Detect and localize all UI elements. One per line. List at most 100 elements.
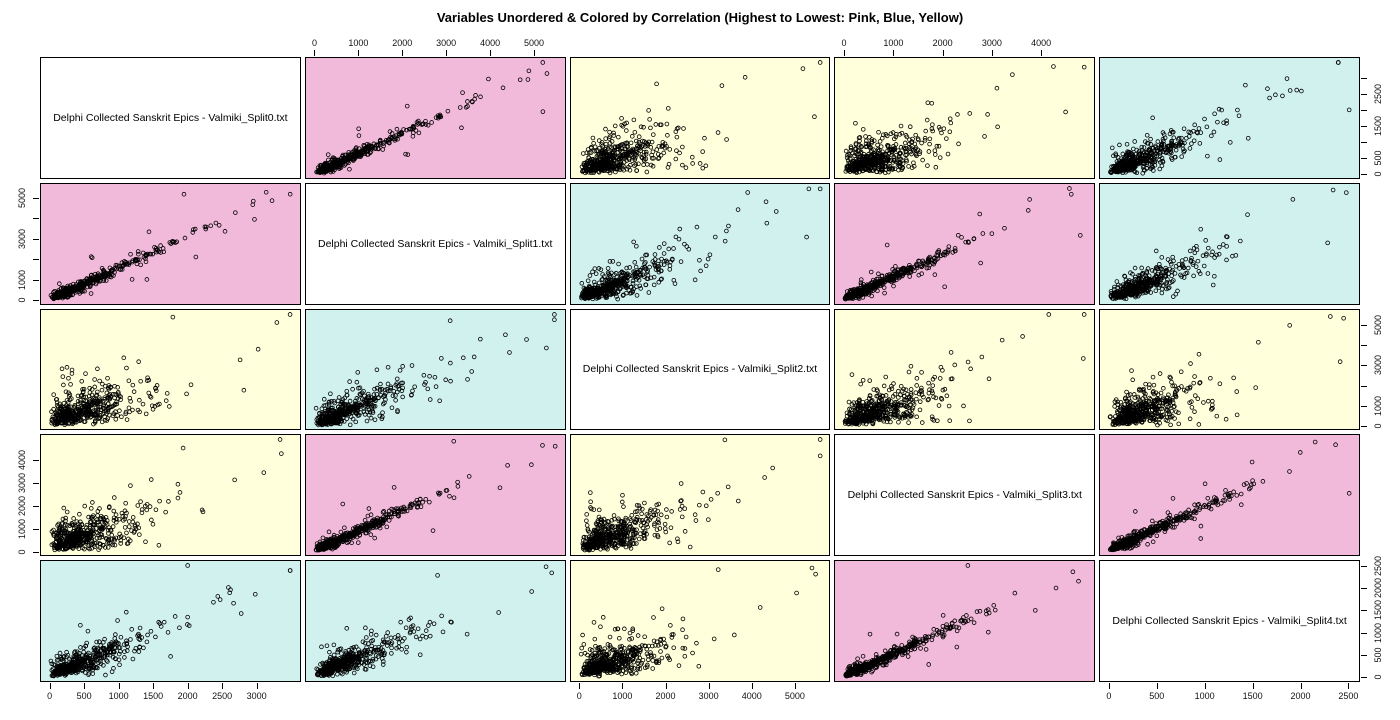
scatter-cell-r5c3-yellow [569, 560, 831, 682]
axis-tick [1361, 142, 1367, 144]
axis-tick [1156, 683, 1158, 689]
scatter-points [314, 60, 550, 176]
axis-tick-label: 0 [1373, 423, 1383, 429]
axis-tick [533, 50, 535, 56]
scatter-cell-r4c5-pink [1099, 434, 1360, 557]
axis-tick [1361, 677, 1367, 679]
axis-tick [751, 683, 753, 689]
axis-tick [1361, 655, 1367, 657]
axis-tick [1361, 158, 1367, 160]
axis-tick [33, 459, 39, 461]
axis-tick [942, 50, 944, 56]
scatter-points [1108, 187, 1349, 301]
axis-tick-label: 0 [576, 691, 582, 701]
axis-tick-label: 2000 [655, 691, 676, 701]
axis-tick-label: 2000 [932, 38, 953, 48]
scatter-cell-r2c3-blue [569, 182, 831, 305]
axis-tick-label: 1000 [108, 691, 129, 701]
axis-tick-label: 1500 [143, 691, 164, 701]
axis-tick [844, 50, 846, 56]
axis-tick [1361, 565, 1367, 567]
axis-tick [991, 50, 993, 56]
diagonal-cell-split2: Delphi Collected Sanskrit Epics - Valmik… [569, 308, 831, 431]
scatter-points [843, 64, 1087, 176]
axis-tick-label: 5000 [17, 187, 27, 208]
diagonal-label-split2: Delphi Collected Sanskrit Epics - Valmik… [582, 363, 818, 376]
scatter-cell-r2c1-pink [40, 182, 301, 305]
scatter-points [49, 311, 293, 427]
axis-tick-label: 2000 [392, 38, 413, 48]
axis-tick-label: 3000 [17, 228, 27, 249]
axis-tick-label: 2500 [1373, 83, 1383, 104]
axis-tick [1348, 683, 1350, 689]
axis-tick [1361, 385, 1367, 387]
axis-tick [446, 50, 448, 56]
diagonal-label-split3: Delphi Collected Sanskrit Epics - Valmik… [847, 489, 1082, 502]
scatter-cell-r1c3-yellow [569, 57, 831, 179]
axis-tick-label: 2000 [17, 495, 27, 516]
scatter-cell-r4c2-pink [304, 434, 566, 557]
scatter-cell-r3c1-yellow [40, 308, 301, 431]
axis-tick-label: 3000 [1373, 355, 1383, 376]
axis-tick-label: 0 [47, 691, 53, 701]
axis-tick-label: 2000 [177, 691, 198, 701]
axis-tick [358, 50, 360, 56]
scatter-points [843, 311, 1087, 427]
axis-tick [33, 218, 39, 220]
axis-tick [579, 683, 581, 689]
axis-tick-label: 1000 [17, 269, 27, 290]
axis-tick [1361, 174, 1367, 176]
axis-tick [33, 279, 39, 281]
scatter-points [580, 437, 823, 553]
axis-tick-label: 4000 [741, 691, 762, 701]
axis-tick-label: 0 [17, 549, 27, 555]
axis-tick [33, 528, 39, 530]
axis-tick [1252, 683, 1254, 689]
axis-tick [33, 551, 39, 553]
scatter-cell-r5c1-blue [40, 560, 301, 682]
axis-tick [153, 683, 155, 689]
axis-tick-label: 4000 [1031, 38, 1052, 48]
axis-tick [84, 683, 86, 689]
axis-tick-label: 1000 [1373, 622, 1383, 643]
axis-tick-label: 1500 [1373, 115, 1383, 136]
axis-tick-label: 1500 [1373, 600, 1383, 621]
diagonal-cell-split1: Delphi Collected Sanskrit Epics - Valmik… [304, 182, 566, 305]
scatter-points [314, 564, 554, 679]
scatter-cell-r4c1-yellow [40, 434, 301, 557]
scatter-points [313, 311, 557, 427]
axis-tick-label: 0 [1106, 691, 1112, 701]
axis-tick-label: 500 [76, 691, 92, 701]
axis-tick [1361, 425, 1367, 427]
axis-tick-label: 0 [1373, 171, 1383, 177]
scatter-points [48, 563, 293, 679]
axis-tick [33, 300, 39, 302]
scatter-cell-r5c2-blue [304, 560, 566, 682]
axis-tick-label: 2500 [1373, 555, 1383, 576]
diagonal-cell-split0: Delphi Collected Sanskrit Epics - Valmik… [40, 57, 301, 179]
scatter-points [843, 563, 1082, 679]
axis-tick-label: 4000 [17, 449, 27, 470]
scatter-points [48, 189, 293, 301]
scatter-points [578, 186, 823, 302]
axis-tick-label: 2500 [212, 691, 233, 701]
diagonal-cell-split3: Delphi Collected Sanskrit Epics - Valmik… [834, 434, 1096, 557]
axis-tick-label: 1000 [1373, 395, 1383, 416]
diagonal-cell-split4: Delphi Collected Sanskrit Epics - Valmik… [1099, 560, 1360, 682]
scatter-cell-r1c2-pink [304, 57, 566, 179]
axis-tick [1361, 109, 1367, 111]
axis-tick [33, 505, 39, 507]
scatter-cell-r3c2-blue [304, 308, 566, 431]
axis-tick-label: 3000 [698, 691, 719, 701]
axis-tick [1361, 610, 1367, 612]
axis-tick-label: 5000 [1373, 315, 1383, 336]
scatter-cell-r3c5-yellow [1099, 308, 1360, 431]
scatter-points [49, 437, 284, 553]
axis-tick-label: 2500 [1338, 691, 1359, 701]
scatter-cell-r2c4-pink [834, 182, 1096, 305]
axis-tick [1361, 365, 1367, 367]
axis-tick-label: 1000 [883, 38, 904, 48]
scatter-points [1108, 440, 1352, 553]
axis-tick [187, 683, 189, 689]
axis-tick-label: 2000 [1373, 577, 1383, 598]
